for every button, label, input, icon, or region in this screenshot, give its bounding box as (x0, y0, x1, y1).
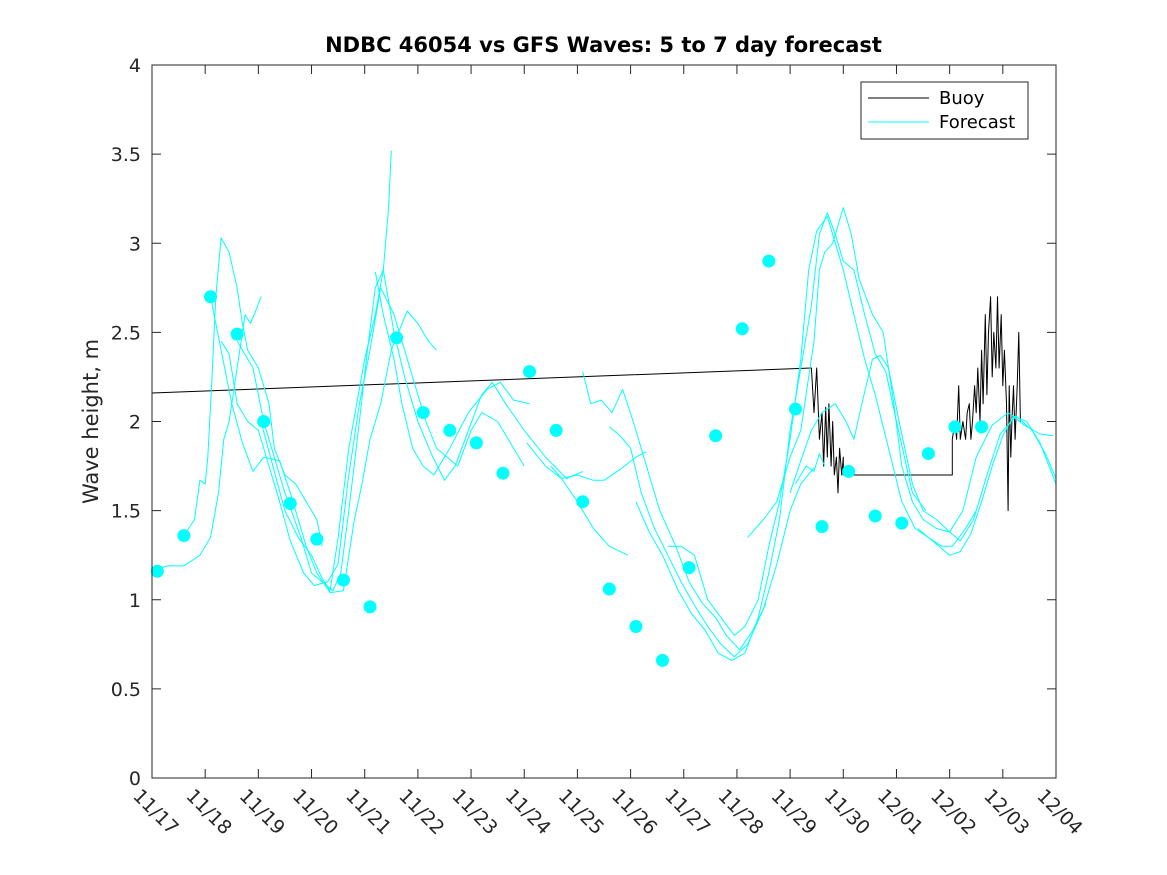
forecast-series-line (582, 371, 767, 651)
forecast-series-line (917, 415, 1056, 556)
forecast-marker (815, 520, 829, 534)
forecast-series-line (260, 150, 392, 592)
forecast-marker (416, 406, 430, 420)
forecast-marker (629, 619, 643, 633)
forecast-series-line (608, 426, 815, 658)
legend-box (860, 81, 1029, 140)
y-tick-labels: 0 0.5 1 1.5 2 2.5 3 3.5 4 (111, 55, 141, 790)
forecast-marker (390, 331, 404, 345)
marker-layer (150, 254, 989, 667)
forecast-marker (549, 423, 563, 437)
forecast-marker (496, 466, 510, 480)
series-layer (152, 150, 1056, 661)
forecast-marker (735, 322, 749, 336)
axes-box (151, 64, 1057, 779)
forecast-marker (868, 509, 882, 523)
forecast-marker (469, 436, 483, 450)
forecast-marker (283, 496, 297, 510)
forecast-series-line (789, 355, 1056, 542)
forecast-marker (682, 561, 696, 575)
axes-frame (151, 64, 1057, 779)
forecast-marker (655, 653, 669, 667)
forecast-series-line (183, 237, 323, 547)
y-tick-label: 0 (129, 768, 141, 790)
forecast-series-line (747, 207, 1054, 538)
y-tick-label: 1.5 (111, 501, 141, 523)
y-tick-label: 1 (129, 590, 141, 612)
forecast-marker (948, 420, 962, 434)
y-tick-label: 3.5 (111, 144, 141, 166)
forecast-series-line (374, 271, 530, 476)
forecast-marker (709, 429, 723, 443)
forecast-series-line (794, 453, 826, 485)
y-tick-label: 2.5 (111, 322, 141, 344)
forecast-marker (975, 420, 989, 434)
forecast-series-line (154, 296, 262, 570)
plot-area (152, 65, 1056, 778)
forecast-marker (895, 516, 909, 530)
forecast-marker (230, 327, 244, 341)
chart-title: NDBC 46054 vs GFS Waves: 5 to 7 day fore… (325, 33, 882, 57)
y-tick-label: 0.5 (111, 679, 141, 701)
forecast-series-line (667, 216, 977, 636)
y-tick-label: 4 (129, 55, 141, 77)
forecast-marker (363, 600, 377, 614)
buoy-series-line (152, 296, 1021, 512)
forecast-marker (336, 573, 350, 587)
y-axis-label: Wave height, m (79, 339, 103, 504)
forecast-marker (443, 423, 457, 437)
forecast-marker (310, 532, 324, 546)
forecast-marker (150, 564, 164, 578)
forecast-marker (203, 290, 217, 304)
plot-background (152, 65, 1056, 778)
forecast-marker (523, 365, 537, 379)
forecast-marker (177, 529, 191, 543)
forecast-marker (602, 582, 616, 596)
y-tick-label: 2 (129, 412, 141, 434)
forecast-marker (762, 254, 776, 268)
forecast-marker (576, 495, 590, 509)
forecast-series-line (210, 296, 437, 594)
forecast-marker (921, 447, 935, 461)
forecast-marker (788, 402, 802, 416)
forecast-marker (257, 415, 271, 428)
legend-buoy-label: Buoy (939, 88, 985, 109)
y-tick-label: 3 (129, 233, 141, 255)
legend: Buoy Forecast (860, 81, 1029, 140)
forecast-marker (842, 464, 856, 478)
legend-forecast-label: Forecast (939, 112, 1015, 133)
